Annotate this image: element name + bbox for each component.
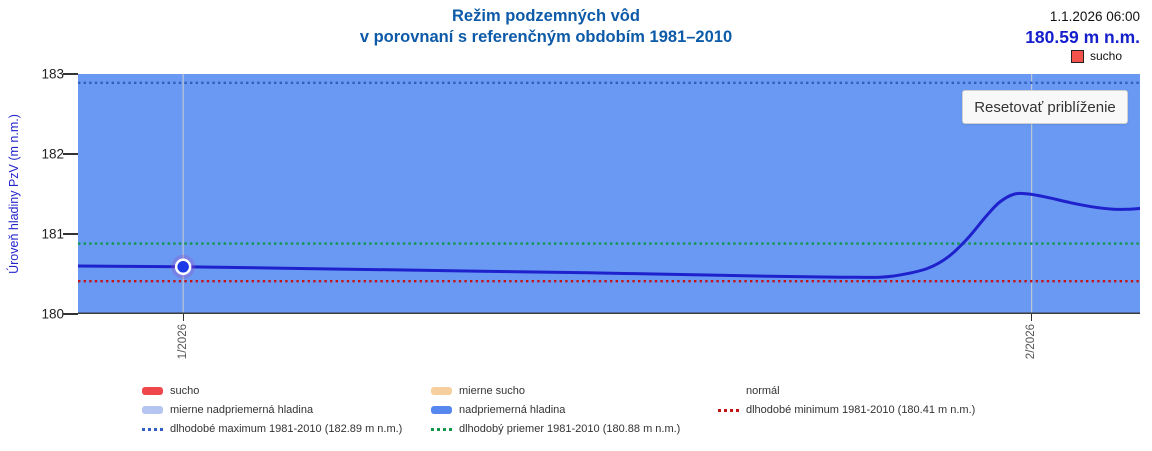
x-tick-mark [1031, 314, 1033, 321]
legend-label: dlhodobý priemer 1981-2010 (180.88 m n.m… [459, 423, 681, 435]
legend-item-dlhodoby-priemer[interactable]: dlhodobý priemer 1981-2010 (180.88 m n.m… [431, 422, 680, 436]
legend-item-sucho[interactable]: sucho [142, 384, 199, 398]
current-timestamp: 1.1.2026 06:00 [1049, 9, 1140, 24]
water-level-line [78, 191, 1140, 279]
legend-swatch-dlhodobe-maximum-icon [142, 427, 163, 431]
legend-swatch-mierne-nadpriemerna-icon [142, 406, 163, 414]
legend-item-normal[interactable]: normál [718, 384, 780, 398]
y-tick-mark [63, 233, 78, 235]
current-status: sucho [1070, 49, 1122, 63]
legend-label: normál [746, 385, 780, 397]
legend-item-nadpriemerna[interactable]: nadpriemerná hladina [431, 403, 565, 417]
legend-swatch-mierne-sucho-icon [431, 387, 452, 395]
legend-swatch-sucho-icon [142, 387, 163, 395]
y-tick-mark [63, 313, 78, 315]
y-tick-label: 182 [41, 146, 64, 162]
chart-title: Režim podzemných vôd v porovnaní s refer… [0, 6, 1092, 48]
y-tick-mark [63, 153, 78, 155]
legend-item-dlhodobe-minimum[interactable]: dlhodobé minimum 1981-2010 (180.41 m n.m… [718, 403, 975, 417]
legend-label: dlhodobé maximum 1981-2010 (182.89 m n.m… [170, 423, 403, 435]
y-tick-mark [63, 73, 78, 75]
plot-area[interactable] [78, 74, 1140, 314]
series-marker[interactable] [174, 258, 192, 276]
legend-label: mierne sucho [459, 385, 526, 397]
x-tick-label: 2/2026 [1025, 324, 1038, 360]
legend-swatch-dlhodoby-priemer-icon [431, 427, 452, 431]
legend-item-mierne-sucho[interactable]: mierne sucho [431, 384, 525, 398]
legend-label: nadpriemerná hladina [459, 404, 566, 416]
current-value: 180.59 m n.m. [1025, 27, 1140, 47]
band-nadpriemerna [78, 74, 1140, 314]
chart-legend: sucho mierne sucho normál mierne nadpriemer… [0, 378, 1152, 448]
legend-label: sucho [170, 385, 200, 397]
x-tick-label: 1/2026 [176, 324, 189, 360]
y-tick-label: 183 [41, 66, 64, 82]
y-axis-title: Úroveň hladiny PzV (m n.m.) [7, 114, 21, 274]
chart-title-line2: v porovnaní s referenčným obdobím 1981–2… [359, 28, 733, 46]
legend-item-mierne-nadpriemerna[interactable]: mierne nadpriemerná hladina [142, 403, 313, 417]
legend-label: dlhodobé minimum 1981-2010 (180.41 m n.m… [746, 404, 976, 416]
legend-swatch-dlhodobe-minimum-icon [718, 408, 739, 412]
legend-item-dlhodobe-maximum[interactable]: dlhodobé maximum 1981-2010 (182.89 m n.m… [142, 422, 402, 436]
current-status-label: sucho [1089, 49, 1122, 63]
reset-zoom-button[interactable]: Resetovať priblíženie [962, 90, 1128, 124]
drought-status-icon [1070, 49, 1084, 63]
legend-label: mierne nadpriemerná hladina [170, 404, 314, 416]
y-tick-label: 180 [41, 306, 64, 322]
legend-swatch-normal-icon [718, 387, 739, 395]
chart-title-line1: Režim podzemných vôd [452, 7, 640, 25]
legend-swatch-nadpriemerna-icon [431, 406, 452, 414]
x-tick-mark [182, 314, 184, 321]
y-tick-label: 181 [41, 226, 64, 242]
